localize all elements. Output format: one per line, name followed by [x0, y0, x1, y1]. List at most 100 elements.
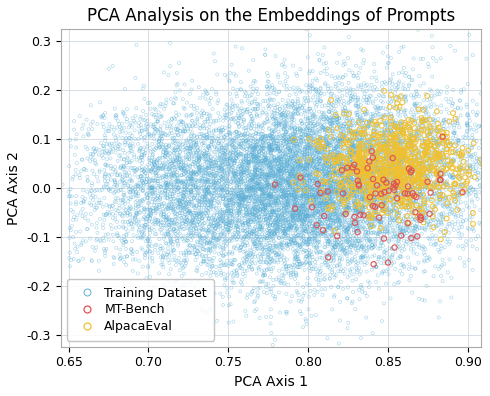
Training Dataset: [214, 232, 221, 238]
Training Dataset: [204, 261, 212, 268]
Training Dataset: [304, 134, 312, 140]
Training Dataset: [157, 261, 165, 268]
Training Dataset: [294, 159, 302, 166]
Training Dataset: [434, 185, 441, 191]
Training Dataset: [262, 193, 270, 199]
Training Dataset: [102, 202, 110, 208]
Training Dataset: [342, 248, 349, 254]
Training Dataset: [192, 183, 200, 189]
Training Dataset: [357, 143, 365, 149]
Training Dataset: [333, 240, 341, 247]
Training Dataset: [203, 136, 211, 142]
Training Dataset: [343, 164, 351, 171]
Training Dataset: [225, 217, 233, 223]
Training Dataset: [135, 154, 143, 161]
Training Dataset: [380, 157, 388, 164]
Training Dataset: [341, 249, 349, 255]
Training Dataset: [368, 214, 376, 221]
Training Dataset: [226, 141, 234, 147]
Training Dataset: [368, 175, 375, 182]
Training Dataset: [339, 184, 347, 190]
Training Dataset: [403, 169, 411, 176]
Training Dataset: [268, 165, 276, 171]
Training Dataset: [328, 245, 336, 251]
Training Dataset: [376, 180, 384, 186]
Training Dataset: [270, 137, 277, 144]
Training Dataset: [241, 220, 249, 227]
Training Dataset: [386, 94, 393, 100]
Training Dataset: [241, 240, 248, 247]
Training Dataset: [374, 218, 382, 225]
Training Dataset: [302, 98, 310, 104]
Training Dataset: [280, 165, 288, 171]
Training Dataset: [274, 166, 282, 172]
Training Dataset: [297, 217, 305, 223]
Training Dataset: [252, 183, 260, 189]
Training Dataset: [279, 151, 287, 157]
Training Dataset: [337, 279, 345, 285]
Training Dataset: [220, 239, 227, 246]
Training Dataset: [153, 169, 161, 175]
Training Dataset: [268, 141, 275, 148]
Training Dataset: [352, 145, 360, 151]
Training Dataset: [328, 116, 336, 122]
Training Dataset: [186, 173, 194, 179]
Training Dataset: [203, 177, 211, 183]
Training Dataset: [455, 206, 463, 213]
Training Dataset: [183, 183, 191, 189]
Training Dataset: [187, 167, 195, 173]
Training Dataset: [377, 185, 385, 191]
Training Dataset: [91, 160, 99, 166]
Training Dataset: [283, 140, 291, 147]
Training Dataset: [374, 156, 382, 162]
Training Dataset: [290, 196, 298, 202]
Training Dataset: [269, 137, 276, 143]
Training Dataset: [175, 141, 183, 147]
Training Dataset: [266, 260, 274, 267]
Training Dataset: [434, 91, 441, 97]
Training Dataset: [323, 238, 331, 244]
Training Dataset: [227, 260, 235, 266]
Training Dataset: [272, 117, 280, 124]
Training Dataset: [245, 162, 252, 169]
Training Dataset: [269, 222, 276, 228]
Training Dataset: [486, 176, 490, 183]
Training Dataset: [301, 216, 309, 223]
Training Dataset: [404, 185, 412, 191]
Training Dataset: [204, 199, 212, 206]
Training Dataset: [180, 270, 188, 277]
AlpacaEval: [396, 132, 404, 139]
Training Dataset: [299, 215, 307, 222]
Training Dataset: [352, 180, 360, 186]
Training Dataset: [319, 116, 327, 123]
Training Dataset: [201, 203, 209, 209]
Training Dataset: [402, 242, 410, 248]
Training Dataset: [328, 214, 336, 221]
Training Dataset: [243, 251, 250, 257]
Training Dataset: [479, 198, 487, 204]
Training Dataset: [210, 215, 218, 221]
Training Dataset: [316, 219, 324, 225]
Training Dataset: [396, 190, 404, 197]
Training Dataset: [319, 127, 327, 133]
Training Dataset: [251, 298, 259, 305]
Training Dataset: [284, 152, 292, 158]
Training Dataset: [202, 253, 210, 259]
AlpacaEval: [324, 179, 332, 185]
Training Dataset: [274, 198, 282, 204]
Training Dataset: [339, 125, 346, 131]
Training Dataset: [219, 228, 227, 234]
Training Dataset: [353, 160, 361, 166]
Training Dataset: [113, 230, 121, 236]
Training Dataset: [456, 183, 464, 189]
Training Dataset: [265, 141, 273, 147]
Training Dataset: [415, 145, 422, 151]
Training Dataset: [255, 236, 263, 242]
Training Dataset: [357, 208, 365, 214]
Training Dataset: [96, 216, 104, 222]
Training Dataset: [122, 160, 130, 166]
Training Dataset: [337, 268, 344, 274]
Training Dataset: [348, 97, 356, 103]
Training Dataset: [187, 220, 195, 227]
Training Dataset: [321, 160, 329, 166]
